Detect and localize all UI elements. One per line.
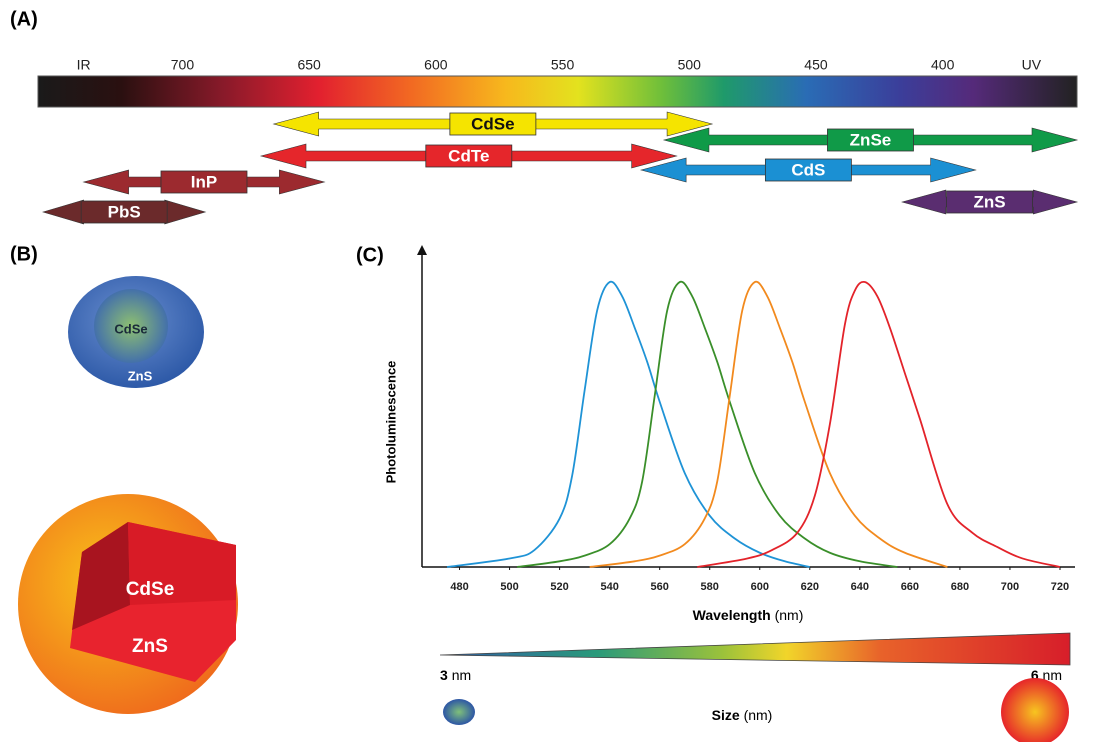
x-tick-label: 640 <box>851 581 869 593</box>
range-label: CdS <box>791 160 825 179</box>
x-tick-label: 500 <box>500 581 518 593</box>
large-dot <box>1001 678 1069 742</box>
size-min-value: 3 <box>440 667 448 683</box>
size-word-unit: (nm) <box>744 707 773 723</box>
x-tick-label: 500 <box>678 57 702 73</box>
x-tick-label: 580 <box>701 581 719 593</box>
range-label: ZnS <box>974 192 1006 211</box>
range-label: InP <box>191 172 217 191</box>
range-label: CdTe <box>448 146 489 165</box>
size-unit: nm <box>452 667 471 683</box>
range-label: ZnSe <box>850 130 892 149</box>
x-tick-label: 600 <box>424 57 448 73</box>
x-tick-label: 660 <box>901 581 919 593</box>
size-word: Size <box>712 707 740 723</box>
x-tick-label: 560 <box>651 581 669 593</box>
pl-curve <box>590 282 948 567</box>
x-tick-label: 480 <box>450 581 468 593</box>
x-tick-label: UV <box>1022 57 1042 73</box>
x-axis-label-unit: (nm) <box>775 607 804 623</box>
size-label: Size (nm) <box>712 707 773 723</box>
size-wedge <box>440 633 1070 665</box>
pl-curve <box>447 282 810 567</box>
x-tick-label: 700 <box>171 57 195 73</box>
spectrum-bar <box>38 76 1077 107</box>
x-axis-label: Wavelength (nm) <box>693 607 804 623</box>
core-label: CdSe <box>114 321 147 336</box>
x-tick-label: 620 <box>801 581 819 593</box>
x-tick-label: 600 <box>751 581 769 593</box>
core-label: CdSe <box>126 579 175 600</box>
pl-curve <box>697 282 1060 567</box>
small-dot <box>443 699 475 725</box>
x-tick-label: IR <box>77 57 91 73</box>
y-axis-arrow <box>417 245 427 255</box>
x-tick-label: 650 <box>297 57 321 73</box>
panel-label: (B) <box>10 243 38 265</box>
size-min: 3 nm <box>440 667 471 683</box>
panel-label: (A) <box>10 8 38 30</box>
pl-curve <box>517 282 897 567</box>
panel-c: 480 500 520 540 560 580 600 620 640 660 680 700 720 W… <box>383 245 1075 623</box>
x-tick-label: 700 <box>1001 581 1019 593</box>
figure: (A) IR 700 650 600 550 500 450 400 UV CdSe ZnSe CdT… <box>0 0 1099 742</box>
x-tick-label: 450 <box>804 57 828 73</box>
x-tick-label: 680 <box>951 581 969 593</box>
x-tick-label: 400 <box>931 57 955 73</box>
shell-label: ZnS <box>132 636 168 657</box>
panel-label: (C) <box>356 244 384 266</box>
range-label: PbS <box>108 202 141 221</box>
y-axis-label: Photoluminescence <box>383 361 398 484</box>
x-tick-label: 520 <box>550 581 568 593</box>
x-tick-label: 550 <box>551 57 575 73</box>
x-axis-label-word: Wavelength <box>693 607 771 623</box>
x-tick-label: 540 <box>600 581 618 593</box>
range-label: CdSe <box>471 114 514 133</box>
x-tick-label: 720 <box>1051 581 1069 593</box>
shell-label: ZnS <box>128 368 153 383</box>
